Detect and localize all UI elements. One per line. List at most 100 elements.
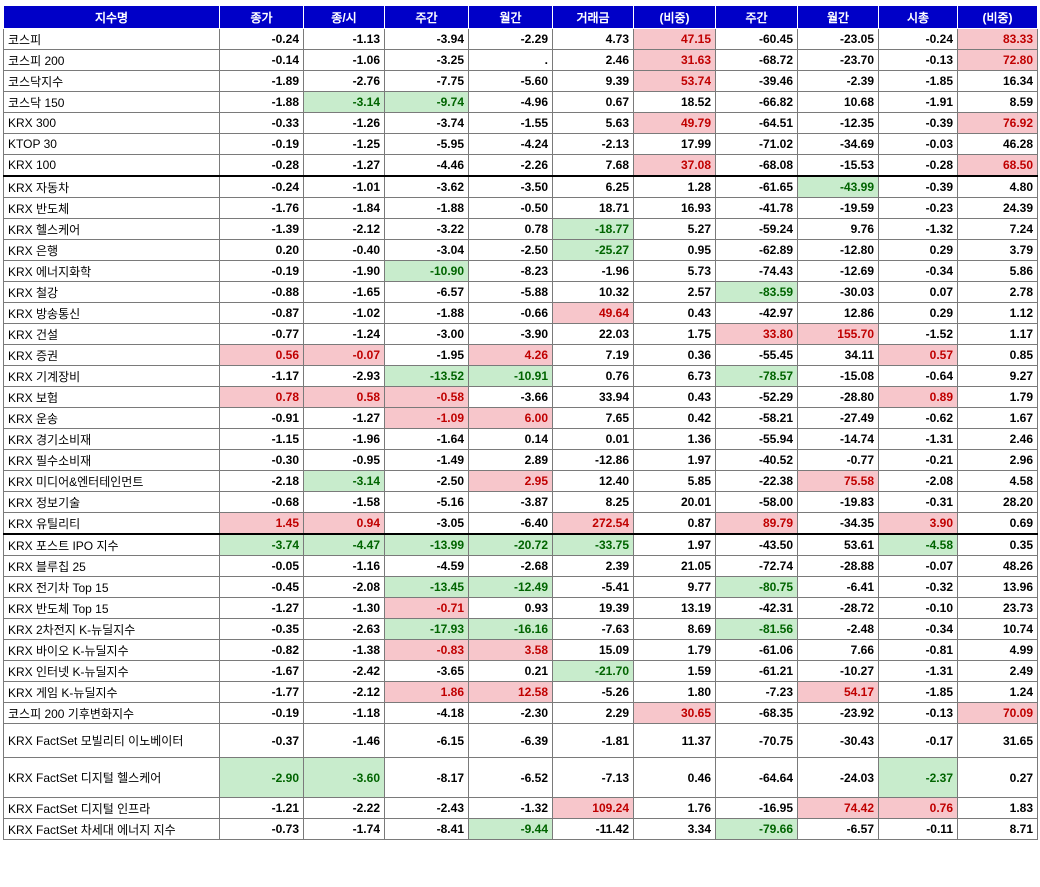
- index-name-cell: KRX 반도체 Top 15: [3, 597, 220, 619]
- value-cell: 7.19: [552, 344, 634, 366]
- value-cell: 1.75: [633, 323, 716, 345]
- value-cell: 34.11: [797, 344, 879, 366]
- table-row: KRX 블루칩 25 -0.05 -1.16 -4.59 -2.68 2.39 21.05-…: [3, 555, 1038, 577]
- value-cell: 1.12: [957, 302, 1038, 324]
- value-cell: 8.71: [957, 818, 1038, 840]
- value-cell: -2.12: [303, 681, 385, 703]
- value-cell: 9.27: [957, 365, 1038, 387]
- value-cell: 0.69: [957, 512, 1038, 535]
- value-cell: 5.27: [633, 218, 716, 240]
- value-cell: -1.81: [552, 723, 634, 758]
- table-row: KRX 경기소비재 -1.15 -1.96 -1.64 0.14 0.01 1.36 -55.…: [3, 428, 1038, 450]
- index-name-cell: 코스닥지수: [3, 70, 220, 92]
- value-cell: -30.43: [797, 723, 879, 758]
- value-cell: -10.90: [384, 260, 469, 282]
- value-cell: 68.50: [957, 154, 1038, 177]
- value-cell: -68.08: [715, 154, 798, 177]
- value-cell: 3.90: [878, 512, 958, 535]
- value-cell: -1.91: [878, 91, 958, 113]
- value-cell: 18.52: [633, 91, 716, 113]
- value-cell: -1.52: [878, 323, 958, 345]
- value-cell: 8.59: [957, 91, 1038, 113]
- value-cell: 31.65: [957, 723, 1038, 758]
- value-cell: -34.69: [797, 133, 879, 155]
- value-cell: -39.46: [715, 70, 798, 92]
- value-cell: 70.09: [957, 702, 1038, 724]
- value-cell: 6.00: [468, 407, 553, 429]
- value-cell: 19.39: [552, 597, 634, 619]
- value-cell: 7.24: [957, 218, 1038, 240]
- value-cell: 4.73: [552, 28, 634, 50]
- value-cell: 13.96: [957, 576, 1038, 598]
- value-cell: -4.24: [468, 133, 553, 155]
- value-cell: -0.88: [219, 281, 304, 303]
- value-cell: -2.08: [878, 470, 958, 492]
- value-cell: -7.63: [552, 618, 634, 640]
- header-market-cap: 시총: [878, 5, 958, 29]
- value-cell: 272.54: [552, 512, 634, 535]
- value-cell: -16.16: [468, 618, 553, 640]
- value-cell: -1.88: [219, 91, 304, 113]
- table-row: 코스닥지수 -1.89 -2.76 -7.75 -5.60 9.39 53.74 -39.46…: [3, 70, 1038, 92]
- index-name-cell: KRX 인터넷 K-뉴딜지수: [3, 660, 220, 682]
- value-cell: -1.49: [384, 449, 469, 471]
- table-row: KRX 전기차 Top 15 -0.45 -2.08 -13.45 -12.49 -5.4…: [3, 576, 1038, 598]
- value-cell: -1.38: [303, 639, 385, 661]
- table-row: KRX 철강 -0.88 -1.65 -6.57 -5.88 10.32 2.57 -83.5…: [3, 281, 1038, 303]
- value-cell: 4.80: [957, 175, 1038, 198]
- value-cell: -1.95: [384, 344, 469, 366]
- value-cell: -20.72: [468, 533, 553, 556]
- index-name-cell: KRX 반도체: [3, 197, 220, 219]
- value-cell: 2.57: [633, 281, 716, 303]
- value-cell: -1.27: [303, 407, 385, 429]
- table-row: KRX 100 -0.28 -1.27 -4.46 -2.26 7.68 37.08 -68.…: [3, 154, 1038, 177]
- value-cell: -5.88: [468, 281, 553, 303]
- value-cell: -3.65: [384, 660, 469, 682]
- value-cell: 1.36: [633, 428, 716, 450]
- table-row: KRX 건설 -0.77 -1.24 -3.00 -3.90 22.03 1.75 33.80…: [3, 323, 1038, 345]
- header-monthly: 월간: [468, 5, 553, 29]
- index-name-cell: KRX 증권: [3, 344, 220, 366]
- value-cell: -23.92: [797, 702, 879, 724]
- header-trading-share: (비중): [633, 5, 716, 29]
- value-cell: 0.57: [878, 344, 958, 366]
- index-name-cell: KRX FactSet 디지털 인프라: [3, 797, 220, 819]
- table-row: KRX 미디어&엔터테인먼트 -2.18 -3.14 -2.50 2.95 12.40 5.…: [3, 470, 1038, 492]
- value-cell: 0.43: [633, 302, 716, 324]
- value-cell: -0.11: [878, 818, 958, 840]
- value-cell: 109.24: [552, 797, 634, 819]
- value-cell: 2.95: [468, 470, 553, 492]
- table-row: KRX 보험 0.78 0.58 -0.58 -3.66 33.94 0.43 -52.29-…: [3, 386, 1038, 408]
- value-cell: -7.13: [552, 757, 634, 798]
- value-cell: -1.96: [552, 260, 634, 282]
- value-cell: -1.46: [303, 723, 385, 758]
- index-name-cell: KRX 기계장비: [3, 365, 220, 387]
- index-name-cell: KRX 방송통신: [3, 302, 220, 324]
- value-cell: -2.30: [468, 702, 553, 724]
- value-cell: -3.90: [468, 323, 553, 345]
- value-cell: -5.41: [552, 576, 634, 598]
- value-cell: 12.86: [797, 302, 879, 324]
- value-cell: 0.87: [633, 512, 716, 535]
- value-cell: -4.18: [384, 702, 469, 724]
- value-cell: -4.47: [303, 533, 385, 556]
- index-name-cell: KRX 블루칩 25: [3, 555, 220, 577]
- value-cell: 0.29: [878, 239, 958, 261]
- value-cell: -81.56: [715, 618, 798, 640]
- value-cell: -28.88: [797, 555, 879, 577]
- value-cell: -13.45: [384, 576, 469, 598]
- table-row: KRX 2차전지 K-뉴딜지수 -0.35 -2.63 -17.93 -16.16 -7.…: [3, 618, 1038, 640]
- header-index-name: 지수명: [3, 5, 220, 29]
- value-cell: 0.35: [957, 533, 1038, 556]
- value-cell: -1.21: [219, 797, 304, 819]
- value-cell: -0.10: [878, 597, 958, 619]
- value-cell: -62.89: [715, 239, 798, 261]
- index-name-cell: KRX FactSet 차세대 에너지 지수: [3, 818, 220, 840]
- value-cell: -16.95: [715, 797, 798, 819]
- value-cell: -0.71: [384, 597, 469, 619]
- value-cell: -10.91: [468, 365, 553, 387]
- value-cell: -4.96: [468, 91, 553, 113]
- value-cell: 3.34: [633, 818, 716, 840]
- value-cell: -15.08: [797, 365, 879, 387]
- value-cell: -0.77: [219, 323, 304, 345]
